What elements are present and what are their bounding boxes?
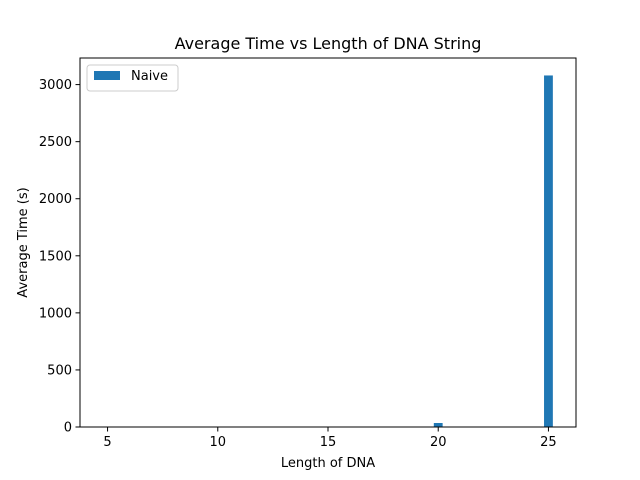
y-tick-label: 1000 (39, 306, 72, 321)
x-axis-label: Length of DNA (281, 456, 375, 471)
y-axis-ticks: 0 500 1000 1500 2000 2500 3000 (39, 78, 80, 436)
bar-naive-20 (433, 423, 443, 427)
x-axis-ticks: 5 10 15 20 25 (103, 427, 557, 450)
y-tick-label: 2000 (39, 192, 72, 207)
x-tick-label: 15 (320, 435, 337, 450)
plot-frame (79, 57, 577, 428)
legend: Naive (86, 64, 179, 92)
legend-swatch-naive (94, 71, 120, 80)
y-tick-label: 1500 (39, 249, 72, 264)
y-tick-label: 3000 (39, 78, 72, 93)
bar-naive-25 (544, 75, 553, 427)
y-axis-label: Average Time (s) (16, 187, 31, 297)
x-tick-label: 20 (430, 435, 447, 450)
y-tick-label: 0 (64, 421, 72, 436)
x-tick-label: 10 (210, 435, 227, 450)
y-tick-label: 500 (47, 363, 72, 378)
legend-label-naive: Naive (131, 69, 168, 84)
chart-title: Average Time vs Length of DNA String (175, 34, 482, 53)
y-tick-label: 2500 (39, 135, 72, 150)
x-tick-label: 5 (103, 435, 111, 450)
x-tick-label: 25 (540, 435, 557, 450)
